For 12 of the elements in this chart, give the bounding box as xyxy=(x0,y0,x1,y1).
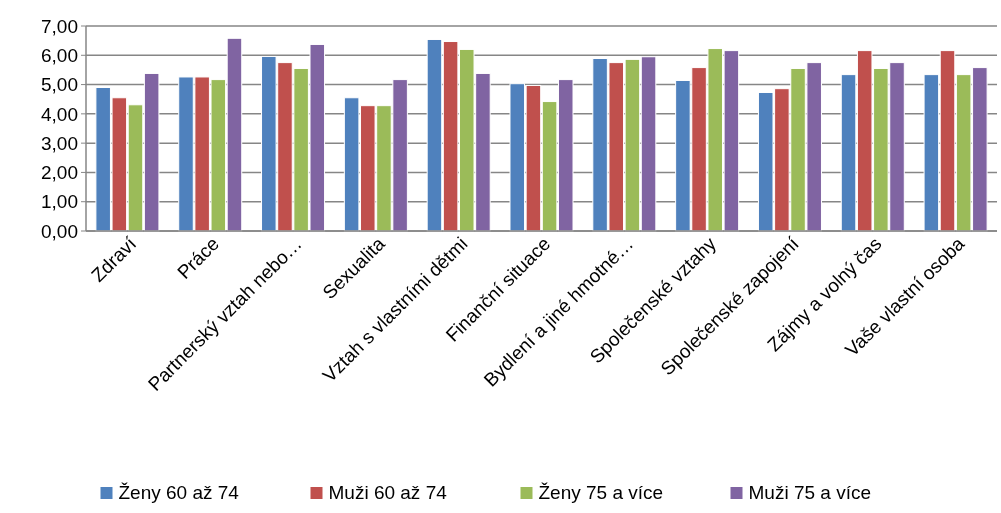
y-tick-label: 2,00 xyxy=(41,162,78,184)
y-tick-label: 6,00 xyxy=(41,44,78,66)
legend-label: Ženy 75 a více xyxy=(538,482,664,503)
y-tick-label: 5,00 xyxy=(41,74,78,96)
legend-label: Muži 60 až 74 xyxy=(328,482,448,503)
y-tick-label: 1,00 xyxy=(41,191,78,213)
y-tick-label: 3,00 xyxy=(41,132,78,154)
y-tick-label: 4,00 xyxy=(41,103,78,125)
y-tick-label: 7,00 xyxy=(41,15,78,37)
legend-label: Ženy 60 až 74 xyxy=(118,482,240,503)
legend-label: Muži 75 a více xyxy=(748,482,871,503)
y-tick-label: 0,00 xyxy=(41,220,78,242)
